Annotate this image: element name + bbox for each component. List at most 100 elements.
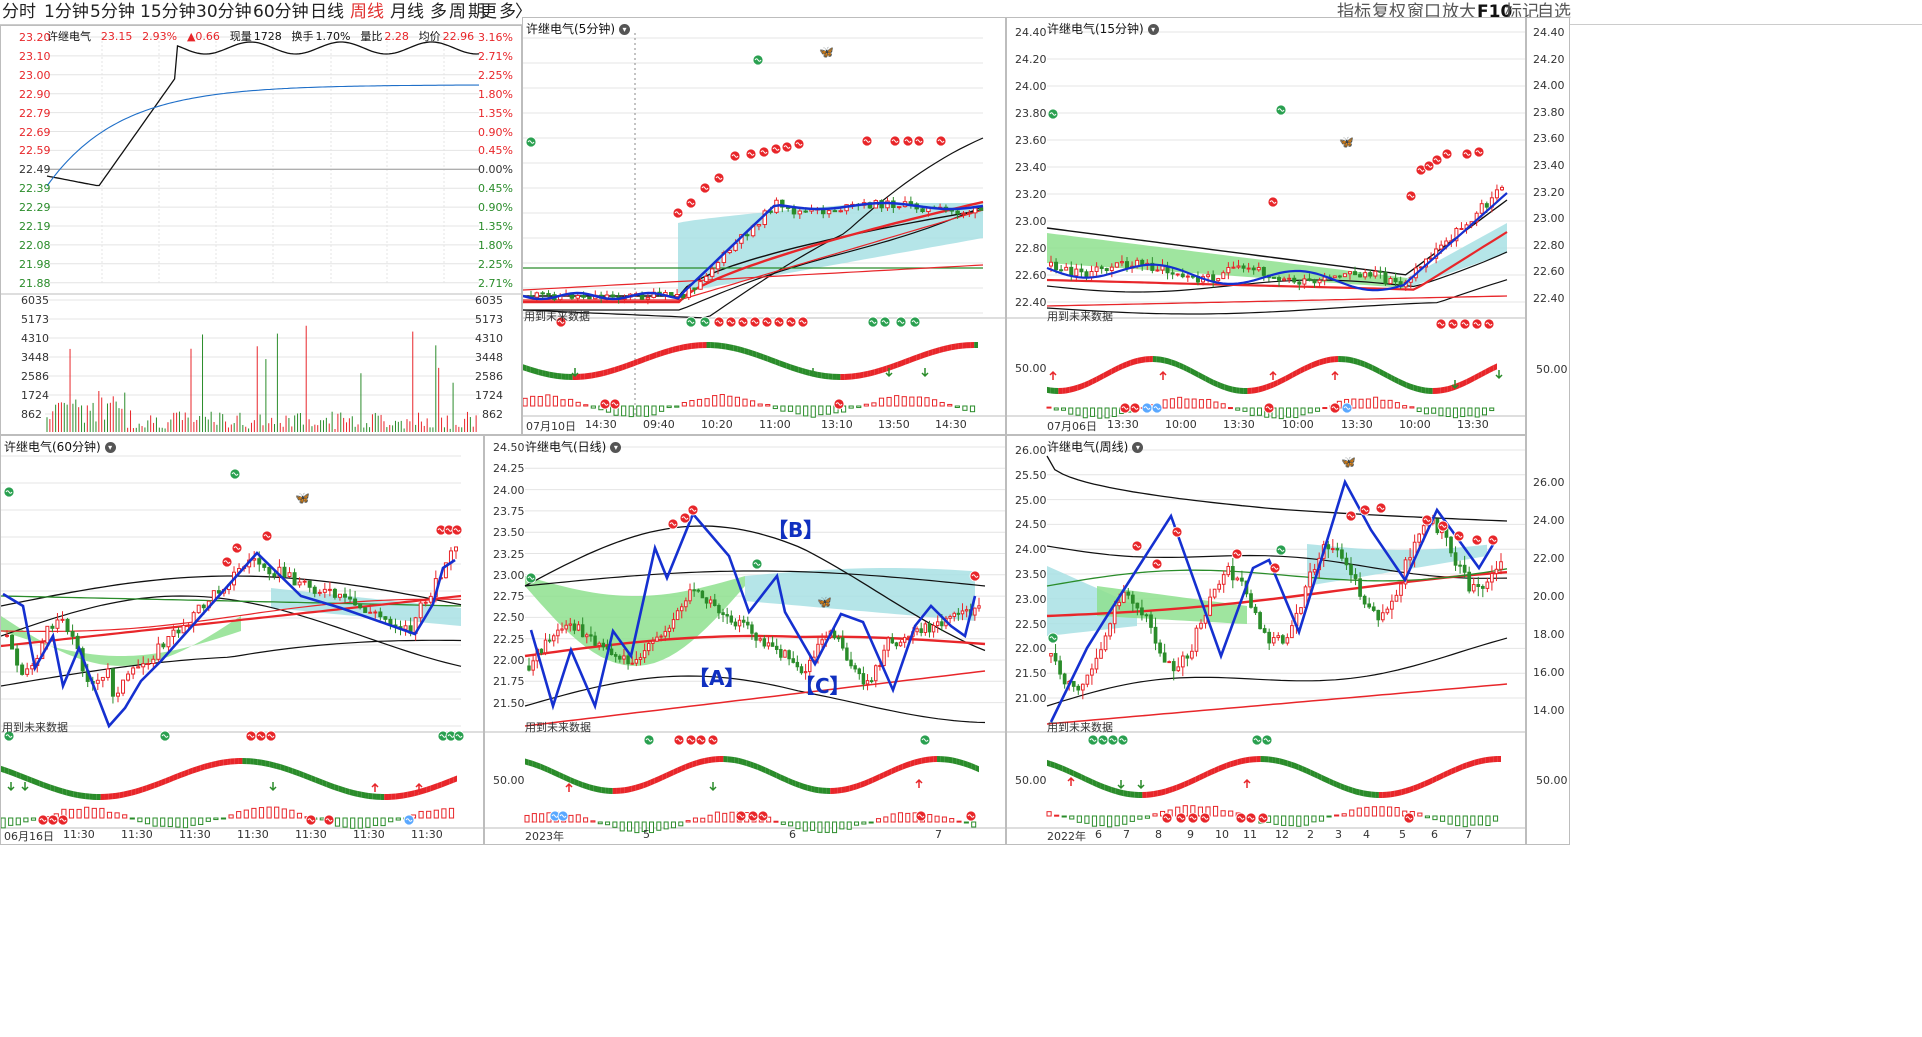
oscillator-segment <box>837 787 842 794</box>
oscillator-segment <box>288 766 293 774</box>
period-tab-1min[interactable]: 1分钟 <box>44 2 89 22</box>
axis-tick-label: 22.00 <box>493 654 525 667</box>
macd-bar <box>1242 407 1248 412</box>
axis-tick-label: 21.50 <box>1015 667 1047 681</box>
chart-panel-60min[interactable]: 🦋 许继电气(60分钟) ▾ 用到未来数据 06月16日 11:30 11:30 11:… <box>0 435 484 845</box>
oscillator-segment <box>851 373 856 380</box>
macd-bar <box>1097 407 1103 419</box>
axis-tick-label: 1.80% <box>478 87 513 101</box>
candle-body <box>1297 281 1302 285</box>
period-tab-5min[interactable]: 5分钟 <box>90 2 135 22</box>
macd-bar <box>795 821 801 830</box>
period-tab-multi[interactable]: 多周期 <box>430 2 487 22</box>
oscillator-segment <box>1417 385 1422 393</box>
oscillator-segment <box>805 369 810 377</box>
oscillator-segment <box>1207 769 1212 777</box>
oscillator-segment <box>227 758 231 765</box>
candle-body <box>527 665 531 671</box>
macd-bar <box>765 404 771 407</box>
period-tab-daily[interactable]: 日线 <box>310 2 344 22</box>
macd-bar <box>1356 807 1362 817</box>
oscillator-segment <box>1256 756 1261 763</box>
oscillator-segment <box>1440 386 1445 394</box>
macd-bar <box>258 807 265 819</box>
chart-panel-5min[interactable]: 🦋 许继电气(5分钟) ▾ 用到未来数据 07月10日 14:30 09:40 10:2… <box>522 17 1006 435</box>
macd-bar <box>1424 815 1430 819</box>
signal-coin-icon-glyph <box>675 738 683 742</box>
oscillator-segment <box>848 373 852 380</box>
period-tab-60min[interactable]: 60分钟 <box>253 2 309 22</box>
settings-icon[interactable]: ▾ <box>104 442 116 453</box>
oscillator-segment <box>1447 768 1452 777</box>
oscillator-segment <box>832 373 837 380</box>
settings-icon[interactable]: ▾ <box>619 24 630 35</box>
period-tab-weekly[interactable]: 周线 <box>350 2 384 22</box>
macd-bar <box>1068 407 1074 415</box>
oscillator-segment <box>588 372 592 380</box>
oscillator-segment <box>1300 365 1305 374</box>
signal-coin-icon-glyph <box>1247 816 1255 820</box>
macd-bar <box>1417 812 1423 817</box>
oscillator-segment <box>1489 756 1494 763</box>
buy-signal-icon-glyph <box>701 186 709 190</box>
oscillator-segment <box>935 346 940 355</box>
oscillator-segment <box>1183 364 1187 372</box>
candle-body <box>560 628 564 631</box>
intraday-chart-panel[interactable]: 许继电气 23.15 2.93% ▲0.66 现量 1728 换手 1.70% 量比… <box>0 25 522 435</box>
oscillator-segment <box>742 758 747 766</box>
oscillator-segment <box>1371 791 1376 798</box>
candle-body <box>267 566 272 575</box>
macd-bar <box>707 814 713 823</box>
buy-signal-icon-glyph <box>437 528 445 532</box>
candle-body <box>1206 274 1211 278</box>
signal-coin-icon-glyph <box>701 320 709 324</box>
oscillator-segment <box>127 789 132 797</box>
settings-icon[interactable]: ▾ <box>610 442 622 453</box>
candle-body <box>302 580 307 583</box>
chart-panel-15min[interactable]: 🦋 许继电气(15分钟) ▾ 用到未来数据 24.40 24.20 24.00 23.8… <box>1006 17 1526 435</box>
candle-body <box>1119 261 1124 264</box>
period-tab-15min[interactable]: 15分钟 <box>140 2 196 22</box>
candle-body <box>146 662 151 665</box>
settings-icon[interactable]: ▾ <box>1132 442 1144 453</box>
macd-bar <box>628 405 634 418</box>
oscillator-segment <box>1050 387 1055 394</box>
candle-body <box>1085 674 1090 685</box>
candle-body <box>1340 549 1344 559</box>
macd-bar <box>243 809 249 819</box>
chart-panel-daily[interactable]: 🦋 许继电气(日线) ▾ 用到未来数据 24.50 24.25 24.00 23.75 2… <box>484 435 1006 845</box>
settings-icon[interactable]: ▾ <box>1147 24 1159 35</box>
axis-tick-label: 23.20 <box>1533 185 1565 199</box>
oscillator-segment <box>1108 785 1112 793</box>
axis-tick-label: 22.79 <box>19 106 51 120</box>
oscillator-segment <box>345 787 350 795</box>
axis-tick-label: 26.00 <box>1533 476 1565 489</box>
macd-bar <box>1373 396 1379 409</box>
oscillator-segment <box>173 773 178 781</box>
oscillator-segment <box>1203 770 1208 779</box>
candle-body <box>762 638 767 647</box>
axis-tick-label: 24.00 <box>1533 79 1565 93</box>
axis-tick-label: 21.88 <box>19 276 51 290</box>
period-tab-timeshare[interactable]: 分时 <box>2 2 36 22</box>
period-tab-30min[interactable]: 30分钟 <box>196 2 252 22</box>
oscillator-segment <box>1228 385 1233 393</box>
macd-bar <box>524 814 530 823</box>
period-tab-more[interactable]: 更多 <box>480 2 518 22</box>
candle-body <box>696 589 700 592</box>
candle-body <box>576 624 581 631</box>
period-tab-monthly[interactable]: 月线 <box>390 2 424 22</box>
macd-bar <box>963 821 969 824</box>
candle-body <box>849 659 853 667</box>
oscillator-segment <box>184 769 189 777</box>
oscillator-segment <box>1096 781 1101 789</box>
oscillator-segment <box>1311 360 1316 369</box>
chart-panel-weekly[interactable]: 🦋 许继电气(周线) ▾ 用到未来数据 26.00 25.50 25.00 24.50 2… <box>1006 435 1526 845</box>
axis-tick-label: 0.00% <box>478 163 513 177</box>
oscillator-segment <box>1260 756 1265 763</box>
candle-body <box>534 292 540 298</box>
candle-body <box>547 639 552 642</box>
oscillator-segment <box>856 781 861 790</box>
macd-bar <box>1177 396 1183 409</box>
candle-body <box>1302 278 1307 285</box>
